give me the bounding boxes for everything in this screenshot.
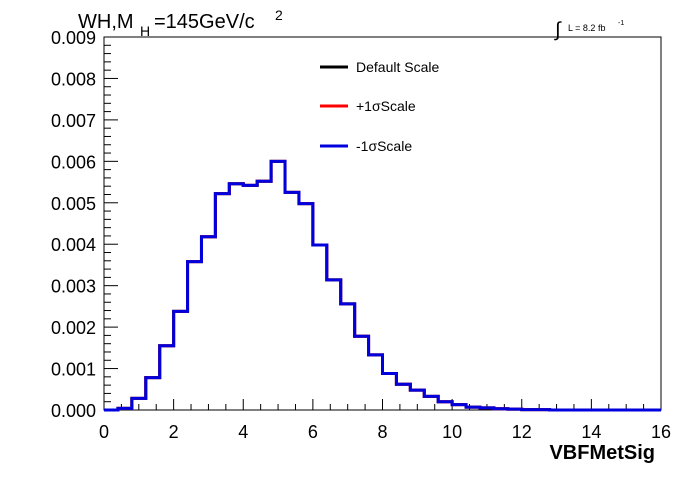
y-tick-label: 0.009: [51, 28, 96, 48]
chart-title-superscript: 2: [275, 7, 283, 23]
y-tick-label: 0.003: [51, 277, 96, 297]
x-tick-label: 8: [377, 422, 387, 442]
lumi-label: L = 8.2 fb: [568, 23, 605, 33]
x-axis-label: VBFMetSig: [549, 442, 655, 464]
chart-title-subscript: H: [140, 23, 150, 39]
y-tick-label: 0.005: [51, 194, 96, 214]
y-tick-label: 0.006: [51, 152, 96, 172]
chart-title-main: WH,M: [78, 11, 134, 33]
x-tick-label: 14: [581, 422, 601, 442]
y-tick-label: 0.000: [51, 401, 96, 421]
x-tick-label: 12: [512, 422, 532, 442]
x-axis: 0 2 4 6 8 10 12 14 16: [99, 399, 671, 442]
legend-entry-label: -1σScale: [356, 138, 412, 154]
x-tick-label: 6: [308, 422, 318, 442]
lumi-integral-symbol: ∫: [554, 19, 562, 41]
series-layer: [104, 159, 661, 412]
legend: Default Scale +1σScale -1σScale: [320, 59, 439, 154]
y-tick-label: 0.002: [51, 318, 96, 338]
legend-entry-label: +1σScale: [356, 98, 416, 114]
y-axis: 0.000 0.001 0.002 0.003 0.004 0.005 0.006 0.007…: [51, 28, 118, 421]
lumi-superscript: -1: [618, 20, 624, 27]
x-tick-label: 4: [238, 422, 248, 442]
x-tick-label: 2: [169, 422, 179, 442]
series-line: [104, 159, 661, 412]
x-tick-label: 0: [99, 422, 109, 442]
y-tick-label: 0.001: [51, 360, 96, 380]
legend-entry-label: Default Scale: [356, 59, 439, 75]
y-tick-label: 0.007: [51, 111, 96, 131]
x-tick-label: 16: [651, 422, 671, 442]
y-tick-label: 0.008: [51, 69, 96, 89]
y-tick-label: 0.004: [51, 235, 96, 255]
x-tick-label: 10: [442, 422, 462, 442]
chart-title-rest: =145GeV/c: [154, 11, 255, 33]
